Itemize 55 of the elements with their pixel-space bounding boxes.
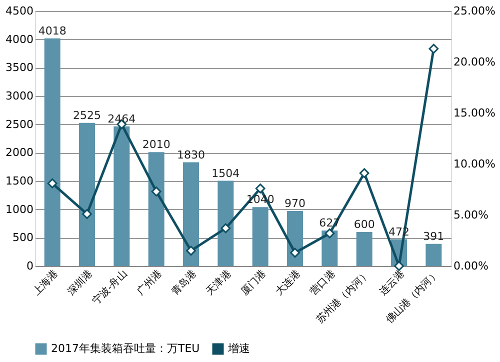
y-tick-label: 1500: [6, 174, 34, 188]
bar: [218, 180, 234, 266]
point: [151, 186, 162, 196]
y2-tick-label: 5.00%: [454, 208, 488, 222]
bar: [183, 162, 199, 266]
y2-tick-label: 0.00%: [454, 260, 488, 272]
data-label: 391: [423, 230, 444, 243]
bar: [356, 232, 372, 266]
legend-label: 2017年集装箱吞吐量：万TEU: [51, 342, 200, 355]
y-tick-label: 2000: [6, 146, 34, 160]
y-tick-label: 1000: [6, 202, 34, 216]
data-label: 1830: [177, 148, 205, 162]
y-tick-label: 500: [12, 231, 34, 244]
x-tick-label: 大连港: [273, 268, 303, 298]
data-label: 2464: [108, 112, 136, 126]
data-label: 4018: [38, 24, 66, 38]
point: [290, 248, 300, 258]
x-tick-label: 天津港: [204, 268, 234, 298]
point: [255, 184, 266, 194]
point: [359, 168, 370, 178]
point: [324, 228, 335, 238]
bar: [148, 152, 164, 266]
data-label: 2010: [142, 138, 170, 152]
y-tick-label: 3000: [6, 90, 34, 102]
point: [186, 246, 196, 256]
y2-tick-label: 15.00%: [454, 106, 496, 120]
x-tick-label: 广州港: [134, 268, 164, 298]
x-tick-label: 营口港: [308, 268, 338, 298]
point: [428, 44, 439, 54]
y2-tick-label: 10.00%: [454, 158, 496, 170]
y-tick-label: 3500: [6, 61, 34, 74]
data-label: 2525: [73, 108, 101, 122]
bar: [44, 38, 60, 266]
point: [47, 178, 58, 188]
data-label: 970: [284, 197, 306, 210]
bar: [426, 244, 442, 266]
y-tick-label: 2500: [6, 118, 34, 131]
y2-tick-label: 25.00%: [454, 4, 496, 18]
y-tick-label: 4500: [6, 4, 34, 18]
point: [394, 261, 404, 271]
bar: [79, 122, 95, 266]
bar: [114, 126, 130, 266]
x-tick-label: 深圳港: [65, 268, 95, 298]
x-tick-label: 厦门港: [238, 268, 268, 298]
x-tick-label: 青岛港: [169, 268, 199, 298]
data-label: 600: [354, 218, 375, 231]
point: [220, 223, 231, 234]
bar: [252, 207, 268, 266]
y2-tick-label: 20.00%: [454, 56, 496, 68]
y-tick-label: 0: [26, 260, 34, 272]
data-label: 1504: [212, 166, 240, 180]
legend-label: 增速: [227, 342, 250, 355]
point: [82, 209, 92, 219]
y-tick-label: 4000: [6, 32, 34, 46]
x-tick-label: 连云港: [377, 268, 407, 298]
